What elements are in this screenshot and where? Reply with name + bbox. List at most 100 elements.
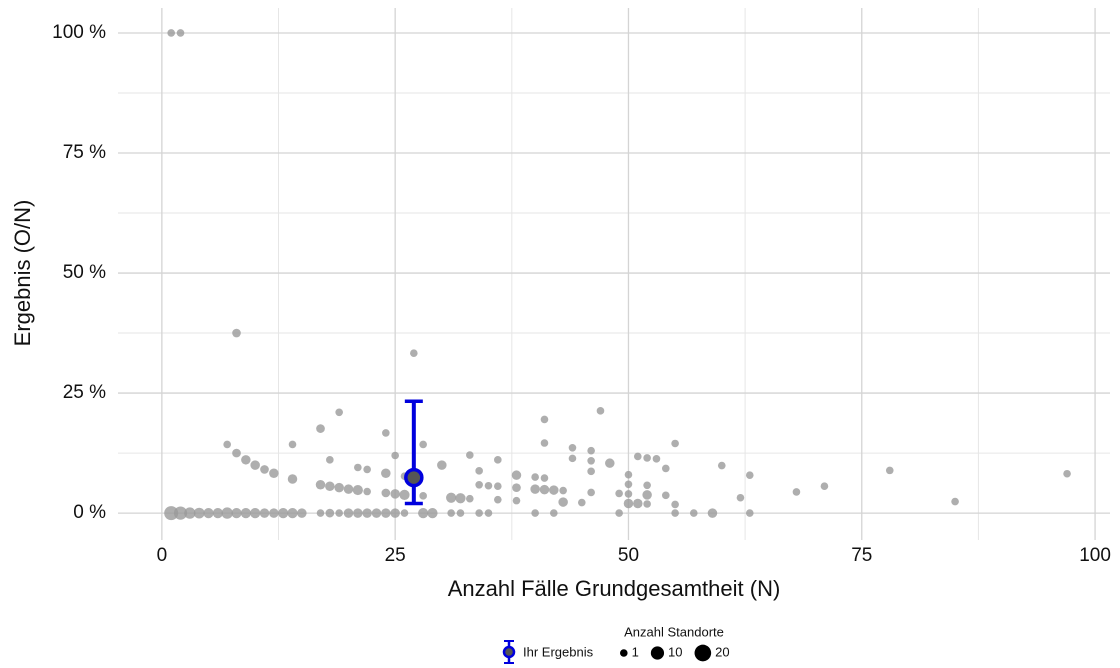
point xyxy=(596,407,605,415)
point xyxy=(531,509,539,517)
point xyxy=(643,481,651,490)
point xyxy=(540,415,549,424)
point xyxy=(184,507,196,519)
point xyxy=(745,509,754,517)
y-tick-label: 100 % xyxy=(52,22,106,43)
x-tick-label: 25 xyxy=(385,545,406,566)
size-legend-label: 10 xyxy=(668,644,682,659)
x-tick-label: 50 xyxy=(618,545,639,566)
point xyxy=(381,488,391,498)
point xyxy=(587,488,595,497)
y-tick-label: 25 % xyxy=(63,382,106,403)
point xyxy=(475,467,483,475)
point xyxy=(494,456,502,464)
point xyxy=(241,455,251,465)
point xyxy=(494,482,502,491)
point xyxy=(427,508,438,519)
point xyxy=(578,498,586,507)
point xyxy=(512,496,521,505)
point xyxy=(231,508,242,519)
point xyxy=(605,458,615,468)
point xyxy=(539,484,550,495)
x-tick-label: 0 xyxy=(157,545,168,566)
size-legend-title: Anzahl Standorte xyxy=(624,624,724,639)
point xyxy=(661,464,670,473)
point xyxy=(623,498,634,509)
point xyxy=(530,484,540,494)
point xyxy=(671,439,679,448)
point xyxy=(363,487,371,496)
point xyxy=(260,465,269,474)
point xyxy=(176,29,185,37)
point xyxy=(512,483,521,493)
point xyxy=(400,509,409,517)
point xyxy=(390,508,400,518)
point xyxy=(466,494,474,503)
size-legend-key xyxy=(620,649,628,657)
point xyxy=(391,451,399,460)
highlight-point xyxy=(404,467,424,488)
point xyxy=(232,448,241,458)
point xyxy=(671,509,679,517)
point xyxy=(951,497,959,506)
point xyxy=(559,486,567,495)
point xyxy=(250,460,260,470)
point xyxy=(278,508,289,519)
point xyxy=(334,482,344,493)
point xyxy=(707,508,718,518)
point xyxy=(531,473,539,481)
point xyxy=(446,492,457,503)
y-tick-label: 0 % xyxy=(73,502,106,523)
size-legend-label: 1 xyxy=(632,644,639,659)
point xyxy=(484,481,493,490)
point xyxy=(381,468,391,479)
point xyxy=(624,480,633,489)
point xyxy=(164,506,179,521)
point xyxy=(511,470,522,480)
y-tick-label: 75 % xyxy=(63,142,106,163)
point xyxy=(820,482,829,491)
point xyxy=(250,508,261,519)
point xyxy=(410,349,418,358)
point xyxy=(437,460,447,470)
point xyxy=(494,495,502,504)
point xyxy=(558,497,568,507)
point xyxy=(259,508,270,518)
point xyxy=(382,429,390,437)
point xyxy=(335,509,343,517)
point xyxy=(381,508,391,518)
point xyxy=(167,29,175,37)
point xyxy=(212,508,223,519)
point xyxy=(232,328,241,338)
point xyxy=(193,507,205,519)
point xyxy=(717,461,726,470)
point xyxy=(354,463,362,472)
point xyxy=(633,452,642,461)
point xyxy=(568,444,577,452)
point xyxy=(736,493,745,502)
x-tick-label: 75 xyxy=(851,545,872,566)
point xyxy=(419,492,427,500)
point xyxy=(455,493,466,504)
point xyxy=(568,454,577,463)
point xyxy=(792,488,801,496)
point xyxy=(624,490,633,498)
point xyxy=(316,424,325,433)
point xyxy=(363,465,371,474)
point xyxy=(540,474,549,482)
point xyxy=(390,489,400,499)
point xyxy=(540,439,549,447)
point xyxy=(203,508,214,519)
point xyxy=(221,507,233,519)
point xyxy=(456,509,465,517)
point xyxy=(173,506,188,520)
point xyxy=(269,508,279,518)
point xyxy=(624,470,633,479)
point xyxy=(615,489,623,498)
point xyxy=(549,485,559,495)
point xyxy=(587,456,595,465)
point xyxy=(642,490,652,500)
point xyxy=(587,467,595,476)
point xyxy=(343,508,354,518)
